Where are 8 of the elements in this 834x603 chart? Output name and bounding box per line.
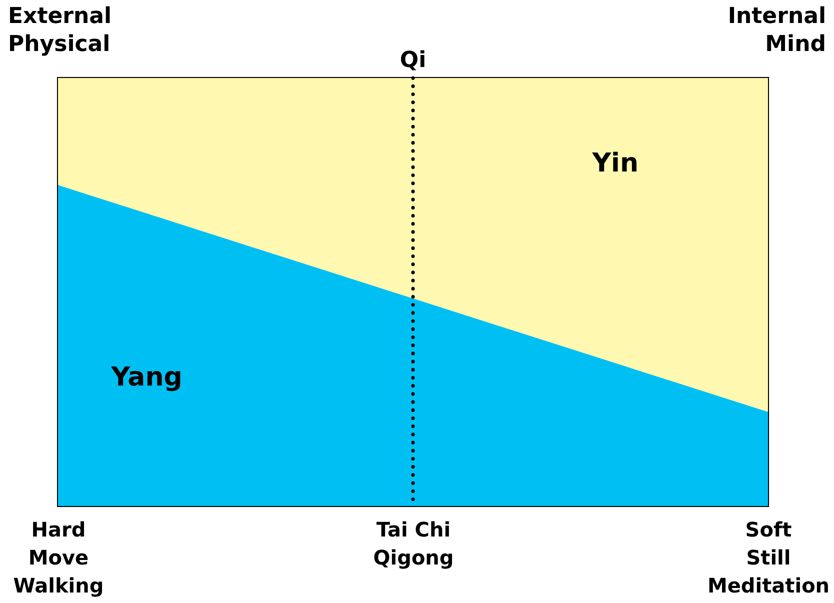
series-label: Yin — [591, 148, 638, 179]
ref-line-label: Qi — [400, 48, 426, 73]
text: Internal Mind — [728, 4, 826, 57]
x-tick-label: Soft Still Meditation — [707, 518, 830, 598]
series-label: Yang — [110, 362, 182, 393]
x-tick-label: Hard Move Walking — [13, 518, 104, 598]
text: External Physical — [8, 4, 112, 57]
x-tick-label: Tai Chi Qigong — [373, 518, 454, 570]
